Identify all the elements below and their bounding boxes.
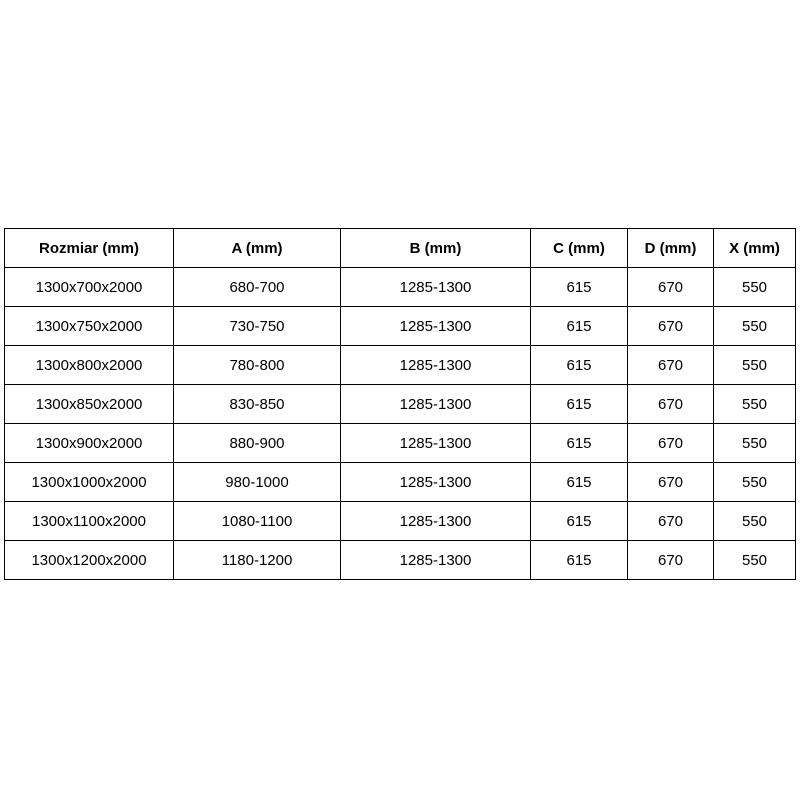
table-cell: 730-750 [173, 306, 341, 346]
header-cell-d: D (mm) [627, 228, 714, 268]
table-cell: 1285-1300 [340, 345, 531, 385]
table-cell: 550 [713, 384, 796, 424]
header-cell-rozmiar: Rozmiar (mm) [4, 228, 174, 268]
table-cell: 670 [627, 384, 714, 424]
table-cell: 550 [713, 501, 796, 541]
table-cell: 1300x850x2000 [4, 384, 174, 424]
table-cell: 1300x800x2000 [4, 345, 174, 385]
table-cell: 1300x1000x2000 [4, 462, 174, 502]
table-row: 1300x1200x2000 1180-1200 1285-1300 615 6… [4, 540, 796, 580]
table-cell: 1180-1200 [173, 540, 341, 580]
table-cell: 615 [530, 267, 628, 307]
table-cell: 670 [627, 540, 714, 580]
table-cell: 830-850 [173, 384, 341, 424]
table-row: 1300x750x2000 730-750 1285-1300 615 670 … [4, 306, 796, 346]
table-cell: 670 [627, 345, 714, 385]
table-cell: 615 [530, 423, 628, 463]
header-cell-a: A (mm) [173, 228, 341, 268]
table-cell: 1300x700x2000 [4, 267, 174, 307]
table-cell: 550 [713, 462, 796, 502]
table-cell: 1285-1300 [340, 540, 531, 580]
table-cell: 615 [530, 384, 628, 424]
table-cell: 670 [627, 501, 714, 541]
header-cell-b: B (mm) [340, 228, 531, 268]
table-cell: 1300x1100x2000 [4, 501, 174, 541]
table-row: 1300x800x2000 780-800 1285-1300 615 670 … [4, 345, 796, 385]
table-cell: 670 [627, 462, 714, 502]
size-table: Rozmiar (mm) A (mm) B (mm) C (mm) D (mm)… [4, 228, 796, 580]
table-cell: 550 [713, 345, 796, 385]
table-cell: 670 [627, 267, 714, 307]
table-cell: 550 [713, 267, 796, 307]
table-cell: 1080-1100 [173, 501, 341, 541]
table-cell: 670 [627, 306, 714, 346]
table-row: 1300x1000x2000 980-1000 1285-1300 615 67… [4, 462, 796, 502]
table-cell: 1300x1200x2000 [4, 540, 174, 580]
table-cell: 615 [530, 462, 628, 502]
table-cell: 1285-1300 [340, 462, 531, 502]
table-cell: 1285-1300 [340, 501, 531, 541]
table-cell: 1285-1300 [340, 306, 531, 346]
header-cell-x: X (mm) [713, 228, 796, 268]
table-cell: 1300x750x2000 [4, 306, 174, 346]
table-row: 1300x900x2000 880-900 1285-1300 615 670 … [4, 423, 796, 463]
table-cell: 615 [530, 540, 628, 580]
table-cell: 780-800 [173, 345, 341, 385]
table-cell: 1285-1300 [340, 423, 531, 463]
table-cell: 1285-1300 [340, 267, 531, 307]
table-row: 1300x1100x2000 1080-1100 1285-1300 615 6… [4, 501, 796, 541]
table-cell: 615 [530, 501, 628, 541]
table-cell: 1300x900x2000 [4, 423, 174, 463]
table-cell: 615 [530, 345, 628, 385]
table-cell: 550 [713, 540, 796, 580]
table-row: 1300x850x2000 830-850 1285-1300 615 670 … [4, 384, 796, 424]
table-cell: 980-1000 [173, 462, 341, 502]
header-row: Rozmiar (mm) A (mm) B (mm) C (mm) D (mm)… [4, 228, 796, 268]
table-cell: 550 [713, 423, 796, 463]
table-cell: 680-700 [173, 267, 341, 307]
table-cell: 1285-1300 [340, 384, 531, 424]
table-cell: 550 [713, 306, 796, 346]
table-cell: 880-900 [173, 423, 341, 463]
table-row: 1300x700x2000 680-700 1285-1300 615 670 … [4, 267, 796, 307]
header-cell-c: C (mm) [530, 228, 628, 268]
table-cell: 670 [627, 423, 714, 463]
table-cell: 615 [530, 306, 628, 346]
